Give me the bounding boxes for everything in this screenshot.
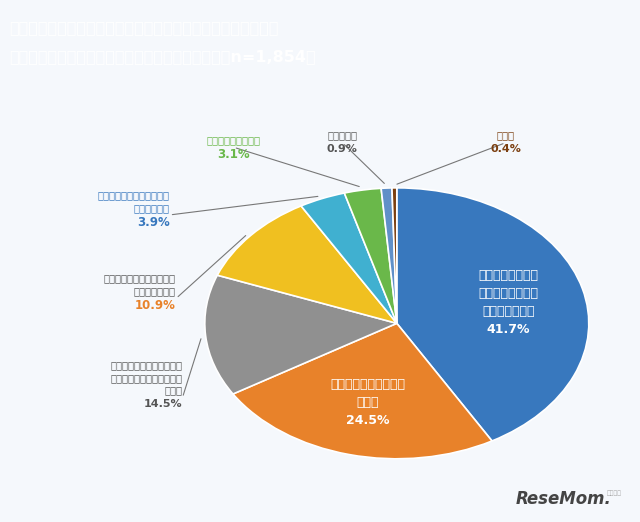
Wedge shape: [218, 206, 397, 323]
Wedge shape: [397, 188, 589, 441]
Text: ReseMom.: ReseMom.: [515, 490, 611, 508]
Wedge shape: [205, 275, 397, 394]
Text: もっともお気持ちに合うものを選んでください。（n=1,854）: もっともお気持ちに合うものを選んでください。（n=1,854）: [10, 50, 316, 64]
Text: 10.9%: 10.9%: [135, 300, 176, 312]
Text: 得意・好きなこと
を見つけて、自信
をつけてほしい
41.7%: 得意・好きなこと を見つけて、自信 をつけてほしい 41.7%: [478, 269, 538, 336]
Text: その他: その他: [497, 130, 515, 140]
Text: 目標に向けてあきらめずに
努力する姿勢を身につけて
ほしい: 目標に向けてあきらめずに 努力する姿勢を身につけて ほしい: [110, 360, 182, 396]
Text: 3.9%: 3.9%: [137, 216, 170, 229]
Text: わからない: わからない: [328, 130, 357, 140]
Wedge shape: [344, 188, 397, 323]
Wedge shape: [233, 323, 492, 459]
Text: 将来の可能性を広げて
ほしい
24.5%: 将来の可能性を広げて ほしい 24.5%: [331, 377, 406, 426]
Text: リサマム: リサマム: [607, 490, 622, 496]
Text: 個性を磨いてほしい: 個性を磨いてほしい: [207, 135, 260, 145]
Text: 3.1%: 3.1%: [218, 148, 250, 161]
Text: 0.4%: 0.4%: [490, 144, 521, 153]
Text: 人とよい関係性を築く力を
つけてほしい: 人とよい関係性を築く力を つけてほしい: [98, 190, 170, 212]
Text: 習い事の経験を通して、お子さまにどうなってほしいですか。: 習い事の経験を通して、お子さまにどうなってほしいですか。: [10, 20, 279, 35]
Wedge shape: [392, 188, 397, 323]
Wedge shape: [301, 193, 397, 323]
Text: 0.9%: 0.9%: [327, 144, 358, 153]
Text: 物事に集中して継続する力
をつけてほしい: 物事に集中して継続する力 をつけてほしい: [104, 274, 176, 296]
Text: 14.5%: 14.5%: [144, 399, 182, 409]
Wedge shape: [381, 188, 397, 323]
